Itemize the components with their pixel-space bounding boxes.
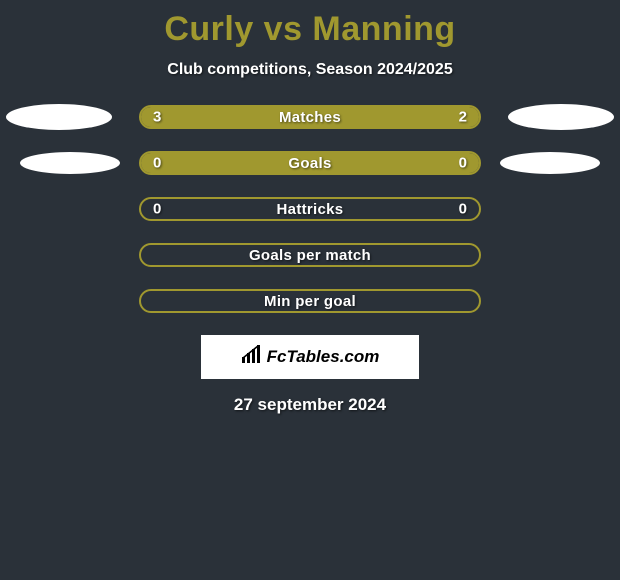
team-right-ellipse <box>508 104 614 130</box>
stat-label: Goals <box>288 155 331 172</box>
stat-row: 3 Matches 2 <box>0 105 620 129</box>
page-title: Curly vs Manning <box>0 0 620 49</box>
stat-bar: 0 Goals 0 <box>139 151 481 175</box>
stat-label: Matches <box>279 109 341 126</box>
stat-bar: 3 Matches 2 <box>139 105 481 129</box>
stat-label: Hattricks <box>277 201 344 218</box>
stat-label: Goals per match <box>249 247 371 264</box>
stat-value-left: 3 <box>153 109 161 126</box>
stat-bar: Min per goal <box>139 289 481 313</box>
brand-label: FcTables.com <box>241 345 380 370</box>
stat-row: Goals per match <box>0 243 620 267</box>
stat-value-right: 0 <box>459 155 467 172</box>
stat-bar: Goals per match <box>139 243 481 267</box>
team-left-ellipse <box>6 104 112 130</box>
team-left-ellipse <box>20 152 120 174</box>
stat-bar: 0 Hattricks 0 <box>139 197 481 221</box>
stat-value-left: 0 <box>153 155 161 172</box>
brand-box[interactable]: FcTables.com <box>201 335 419 379</box>
chart-icon <box>241 345 263 370</box>
stat-label: Min per goal <box>264 293 356 310</box>
stat-row: 0 Goals 0 <box>0 151 620 175</box>
date-label: 27 september 2024 <box>0 395 620 415</box>
stat-value-right: 2 <box>459 109 467 126</box>
stat-value-right: 0 <box>459 201 467 218</box>
stat-value-left: 0 <box>153 201 161 218</box>
subtitle: Club competitions, Season 2024/2025 <box>0 61 620 79</box>
team-right-ellipse <box>500 152 600 174</box>
stat-row: Min per goal <box>0 289 620 313</box>
stat-row: 0 Hattricks 0 <box>0 197 620 221</box>
stats-container: 3 Matches 2 0 Goals 0 0 Hattricks 0 Goals per mat… <box>0 105 620 313</box>
brand-text: FcTables.com <box>267 347 380 367</box>
